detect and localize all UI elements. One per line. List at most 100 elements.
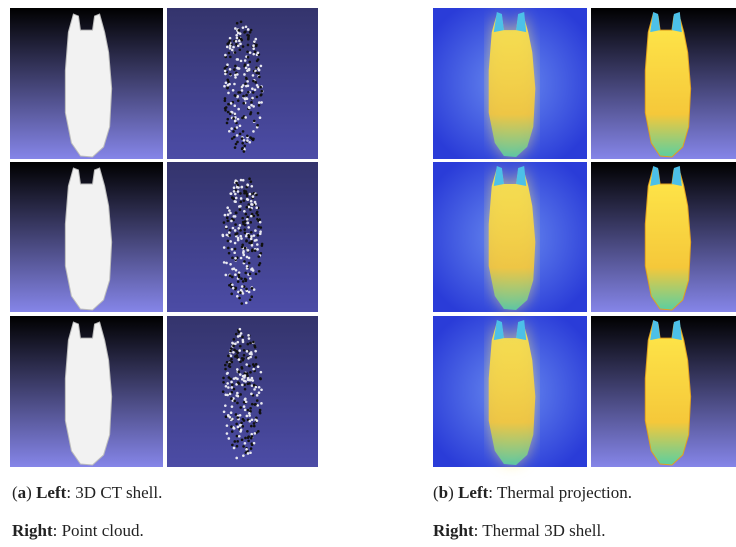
point [246, 265, 249, 268]
point [239, 133, 242, 136]
point [252, 215, 255, 218]
point [256, 243, 259, 246]
point [244, 409, 247, 412]
point [252, 130, 255, 133]
point [242, 292, 245, 295]
point [229, 73, 232, 76]
point [248, 337, 251, 340]
point [239, 360, 242, 363]
point [243, 349, 246, 352]
point [233, 440, 236, 443]
point [240, 237, 243, 240]
point [245, 448, 248, 451]
point [225, 385, 228, 388]
point [247, 203, 250, 206]
point [228, 52, 231, 55]
point [231, 405, 234, 408]
point [224, 214, 227, 217]
point [255, 273, 258, 276]
point [224, 97, 227, 100]
point [243, 372, 246, 375]
point [236, 186, 239, 189]
caption-segment: Right [433, 521, 474, 540]
point [234, 120, 237, 123]
point [235, 457, 238, 460]
point [234, 273, 237, 276]
point [250, 104, 253, 107]
point [235, 394, 238, 397]
point [228, 231, 231, 234]
point [231, 257, 234, 260]
point [240, 428, 243, 431]
point [245, 400, 248, 403]
point [246, 430, 249, 433]
point [233, 427, 236, 430]
point [240, 302, 243, 305]
point [239, 124, 242, 127]
point [235, 269, 238, 272]
point [240, 197, 243, 200]
point [243, 199, 246, 202]
point [244, 116, 247, 119]
point [234, 342, 237, 345]
point [245, 85, 248, 88]
caption-segment: Left [36, 483, 67, 502]
point [226, 217, 229, 220]
point [234, 193, 237, 196]
point [229, 274, 232, 277]
caption-segment: : Thermal 3D shell. [474, 521, 606, 540]
point [254, 81, 257, 84]
point [240, 366, 243, 369]
point [238, 331, 241, 334]
point [235, 34, 238, 37]
point [225, 81, 228, 84]
point [260, 371, 263, 374]
point [250, 101, 253, 104]
point [258, 104, 261, 107]
point [243, 31, 246, 34]
point [232, 287, 235, 290]
point [229, 37, 232, 40]
point [240, 289, 243, 292]
point [234, 257, 237, 260]
point [248, 412, 251, 415]
point [241, 438, 244, 441]
point [256, 218, 259, 221]
point [231, 383, 234, 386]
point [239, 345, 242, 348]
point [226, 394, 229, 397]
thermal-body [489, 14, 536, 157]
point [237, 190, 240, 193]
point [229, 45, 232, 48]
point [236, 445, 239, 448]
point [230, 358, 233, 361]
point [247, 222, 250, 225]
point [234, 146, 237, 149]
point [239, 424, 242, 427]
point [226, 424, 229, 427]
point [242, 445, 245, 448]
point [252, 341, 255, 344]
point [234, 76, 237, 79]
point [229, 56, 232, 59]
point [238, 297, 241, 300]
thermal-shell [645, 168, 690, 310]
point [244, 442, 247, 445]
point [248, 68, 251, 71]
point [247, 34, 250, 37]
point [226, 46, 229, 49]
point [256, 419, 259, 422]
point [247, 56, 250, 59]
point [236, 37, 239, 40]
point [238, 276, 241, 279]
point [221, 234, 224, 237]
point [250, 200, 253, 203]
point [256, 211, 259, 214]
point [235, 350, 238, 353]
point [229, 112, 232, 115]
point [230, 397, 233, 400]
point [231, 248, 234, 251]
point [242, 251, 245, 254]
tile-background [167, 316, 318, 467]
point [236, 440, 239, 443]
